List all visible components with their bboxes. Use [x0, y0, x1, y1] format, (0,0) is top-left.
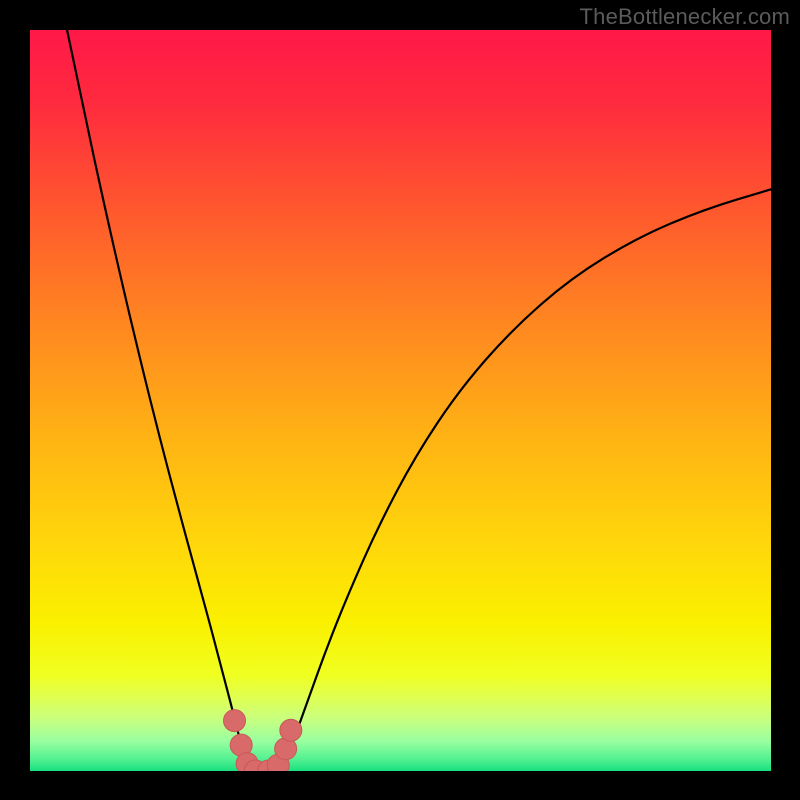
chart-canvas: TheBottlenecker.com: [0, 0, 800, 800]
bottleneck-chart: [0, 0, 800, 800]
gradient-background: [30, 30, 771, 771]
data-marker: [280, 719, 302, 741]
data-marker: [224, 710, 246, 732]
watermark-text: TheBottlenecker.com: [580, 4, 790, 30]
